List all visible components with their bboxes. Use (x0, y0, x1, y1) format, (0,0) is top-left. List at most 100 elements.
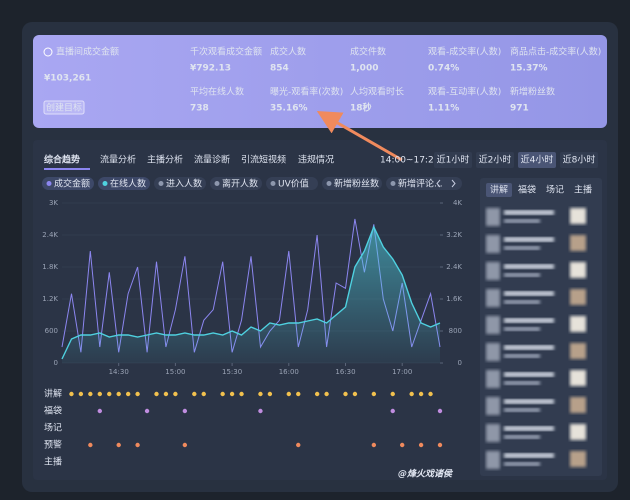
blurred-image (570, 397, 586, 413)
time-button[interactable] (434, 152, 472, 168)
metric-value: 18秒 (350, 102, 372, 114)
event-dot (78, 391, 84, 397)
time-button[interactable] (476, 152, 514, 168)
blurred-thumb (486, 451, 500, 469)
event-dot (116, 442, 121, 448)
tab-underline (44, 168, 90, 170)
metric-value: 15.37% (510, 64, 548, 74)
time-button[interactable] (518, 152, 556, 168)
blurred-image (570, 316, 586, 332)
blurred-image (570, 208, 586, 224)
event-dot (182, 408, 188, 414)
blurred-text (504, 291, 554, 296)
create-button-label[interactable]: 创建目标 (46, 102, 82, 114)
tab[interactable]: 流量诊断 (194, 154, 230, 166)
tab[interactable]: 违规情况 (298, 154, 334, 166)
time-button-label[interactable]: 近1小时 (437, 154, 470, 166)
y2-tick-label: 3.2K (446, 231, 462, 239)
event-dot (88, 442, 93, 448)
chip-label[interactable]: UV价值 (278, 178, 309, 190)
blurred-image (570, 289, 586, 305)
tab[interactable]: 引流短视频 (241, 154, 286, 166)
metric-label: 商品点击-成交率(人数) (510, 46, 601, 58)
event-dot (428, 391, 433, 397)
blurred-text (504, 210, 554, 215)
y2-tick-label: 800 (449, 327, 462, 335)
blurred-text (504, 453, 554, 458)
y-tick-label: 1.2K (42, 295, 58, 303)
blurred-image (570, 262, 586, 278)
tab[interactable]: 综合趋势 (44, 154, 80, 166)
summary-card (33, 35, 607, 128)
watermark: @烽火戏诸侯 (398, 469, 454, 480)
chip-arrows[interactable] (436, 179, 456, 188)
chip-label[interactable]: 在线人数 (110, 178, 146, 190)
blurred-image (570, 424, 586, 440)
chip[interactable] (322, 177, 382, 190)
time-button-label[interactable]: 近2小时 (479, 154, 512, 166)
blurred-text (504, 237, 554, 242)
blurred-text (504, 372, 554, 377)
time-button[interactable] (560, 152, 598, 168)
event-dot (400, 442, 405, 448)
event-dot (296, 391, 301, 397)
metric-label: 观看-互动率(人数) (428, 86, 501, 98)
blurred-image (570, 235, 586, 251)
event-dot (220, 391, 225, 397)
chip-label[interactable]: 成交金额 (54, 178, 90, 190)
side-tab-label[interactable]: 场记 (546, 185, 564, 196)
event-dot (154, 391, 159, 397)
y2-tick-label: 4K (453, 199, 462, 207)
chip[interactable] (266, 177, 318, 190)
y-tick-label: 600 (45, 327, 58, 335)
chip[interactable] (154, 177, 206, 190)
side-tab-label[interactable]: 讲解 (490, 184, 508, 196)
side-tab[interactable] (486, 183, 512, 197)
chip[interactable] (42, 177, 94, 190)
x-tick-label: 16:00 (279, 368, 299, 376)
blurred-thumb (486, 235, 500, 253)
event-dot (97, 408, 103, 414)
chip[interactable] (98, 177, 150, 190)
blurred-image (570, 370, 586, 386)
metric-label: 观看-成交率(人数) (428, 46, 501, 58)
tab[interactable]: 流量分析 (100, 154, 136, 166)
event-dot (97, 391, 103, 397)
chip-dot (158, 181, 164, 186)
chip-label[interactable]: 进入人数 (166, 178, 202, 190)
side-tab-label[interactable]: 福袋 (518, 184, 536, 196)
metric-label: 曝光-观看率(次数) (270, 86, 343, 98)
event-dot (418, 391, 424, 397)
event-label: 福袋 (44, 405, 62, 417)
metric-label: 千次观看成交金额 (190, 46, 262, 58)
blurred-text (504, 264, 554, 269)
event-label: 主播 (44, 456, 62, 468)
blurred-image (570, 451, 586, 467)
event-dot (437, 408, 443, 414)
side-tab-label[interactable]: 主播 (574, 184, 592, 196)
icon (43, 47, 53, 57)
create-button[interactable] (43, 100, 85, 115)
metric-value: 1.11% (428, 104, 459, 114)
chip-label[interactable]: 新增粉丝数 (334, 178, 379, 190)
x-tick-label: 17:00 (392, 368, 412, 376)
time-button-label[interactable]: 近4小时 (521, 154, 554, 166)
event-dot (296, 442, 301, 448)
chip[interactable] (386, 177, 462, 190)
event-dot (324, 391, 329, 397)
event-dot (258, 391, 263, 397)
blurred-thumb (486, 316, 500, 334)
time-button-label[interactable]: 近8小时 (563, 154, 596, 166)
metric-label: 成交件数 (350, 46, 386, 58)
chip-label[interactable]: 新增评论... (398, 178, 443, 190)
chip-label[interactable]: 离开人数 (222, 178, 258, 190)
y2-tick-label: 2.4K (446, 263, 462, 271)
tab[interactable]: 主播分析 (147, 154, 183, 166)
area (62, 227, 440, 363)
y-tick-label: 0 (54, 359, 58, 367)
chip[interactable] (210, 177, 262, 190)
event-dot (390, 408, 395, 414)
event-dot (125, 391, 131, 397)
y2-tick-label: 1.6K (446, 295, 462, 303)
blurred-text (504, 219, 540, 223)
